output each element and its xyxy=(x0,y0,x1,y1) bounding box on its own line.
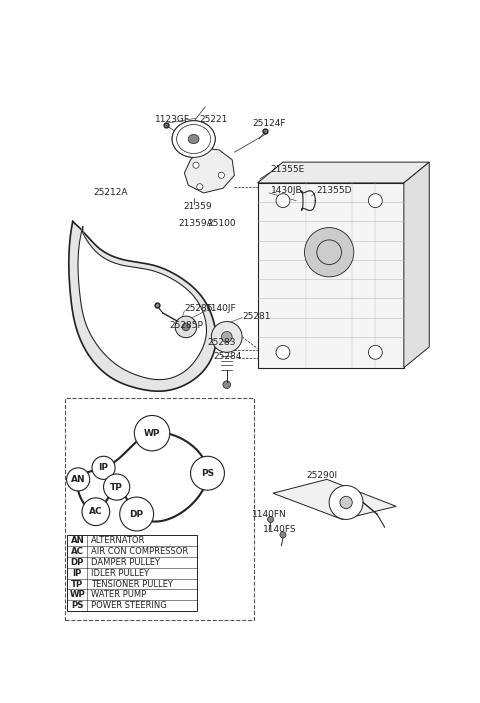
Text: 1430JB: 1430JB xyxy=(271,186,302,195)
Circle shape xyxy=(218,172,225,179)
Text: 21355D: 21355D xyxy=(317,186,352,195)
Circle shape xyxy=(317,240,341,264)
Text: PS: PS xyxy=(71,601,84,610)
Polygon shape xyxy=(78,227,206,380)
Text: 21359A: 21359A xyxy=(178,219,213,228)
Circle shape xyxy=(223,381,230,389)
Circle shape xyxy=(182,323,190,330)
Text: DAMPER PULLEY: DAMPER PULLEY xyxy=(91,557,160,567)
Circle shape xyxy=(82,498,110,526)
Text: 1123GF: 1123GF xyxy=(155,115,190,124)
Ellipse shape xyxy=(188,134,199,143)
FancyBboxPatch shape xyxy=(65,398,254,619)
Circle shape xyxy=(134,415,170,451)
Text: AC: AC xyxy=(71,547,84,555)
Circle shape xyxy=(221,332,232,342)
Text: 25221: 25221 xyxy=(200,115,228,124)
Text: 25286: 25286 xyxy=(184,304,213,313)
Text: 25290I: 25290I xyxy=(306,471,337,480)
Text: AC: AC xyxy=(89,507,103,516)
Text: 25212A: 25212A xyxy=(94,188,128,198)
Polygon shape xyxy=(273,479,396,520)
Text: IP: IP xyxy=(72,569,82,578)
Text: 1140FN: 1140FN xyxy=(252,510,287,519)
Circle shape xyxy=(175,316,197,337)
Circle shape xyxy=(120,497,154,531)
Circle shape xyxy=(193,162,199,168)
Circle shape xyxy=(369,194,382,207)
Ellipse shape xyxy=(177,124,211,153)
Text: AN: AN xyxy=(71,475,85,484)
Polygon shape xyxy=(258,183,404,368)
Text: TENSIONER PULLEY: TENSIONER PULLEY xyxy=(91,579,173,588)
Polygon shape xyxy=(258,162,429,183)
Polygon shape xyxy=(69,221,216,391)
Circle shape xyxy=(104,474,130,500)
Ellipse shape xyxy=(172,121,215,157)
Text: 25284: 25284 xyxy=(214,352,242,361)
Circle shape xyxy=(369,345,382,359)
Circle shape xyxy=(340,496,352,509)
Circle shape xyxy=(211,321,242,352)
Text: 25283: 25283 xyxy=(207,338,236,347)
Bar xyxy=(67,535,197,612)
Text: AIR CON COMPRESSOR: AIR CON COMPRESSOR xyxy=(91,547,189,555)
Circle shape xyxy=(92,456,115,479)
Circle shape xyxy=(276,194,290,207)
Text: WP: WP xyxy=(144,429,160,438)
Circle shape xyxy=(276,345,290,359)
Ellipse shape xyxy=(184,131,204,148)
Text: AN: AN xyxy=(71,536,84,545)
Text: PS: PS xyxy=(201,469,214,478)
Text: 1140JF: 1140JF xyxy=(206,304,237,313)
Text: 1140FS: 1140FS xyxy=(263,525,297,534)
Text: WP: WP xyxy=(70,591,85,600)
Circle shape xyxy=(280,531,286,538)
Circle shape xyxy=(304,228,354,277)
Polygon shape xyxy=(404,162,429,368)
Text: ALTERNATOR: ALTERNATOR xyxy=(91,536,145,545)
Text: TP: TP xyxy=(71,579,84,588)
Text: POWER STEERING: POWER STEERING xyxy=(91,601,167,610)
Circle shape xyxy=(67,467,90,491)
Text: IDLER PULLEY: IDLER PULLEY xyxy=(91,569,149,578)
Text: 25285P: 25285P xyxy=(169,321,203,330)
Text: WATER PUMP: WATER PUMP xyxy=(91,591,146,600)
Circle shape xyxy=(197,183,203,190)
Text: 25100: 25100 xyxy=(207,219,236,228)
Ellipse shape xyxy=(172,121,215,157)
Text: TP: TP xyxy=(110,482,123,491)
Ellipse shape xyxy=(180,127,207,151)
Text: IP: IP xyxy=(98,463,108,472)
Circle shape xyxy=(267,516,274,522)
Text: 21359: 21359 xyxy=(183,202,212,210)
Text: 25281: 25281 xyxy=(242,311,271,321)
Text: 21355E: 21355E xyxy=(271,165,305,174)
Text: 25124F: 25124F xyxy=(252,119,286,128)
Polygon shape xyxy=(184,148,234,193)
Circle shape xyxy=(191,456,225,490)
Text: DP: DP xyxy=(130,510,144,519)
Circle shape xyxy=(329,486,363,520)
Text: DP: DP xyxy=(71,557,84,567)
